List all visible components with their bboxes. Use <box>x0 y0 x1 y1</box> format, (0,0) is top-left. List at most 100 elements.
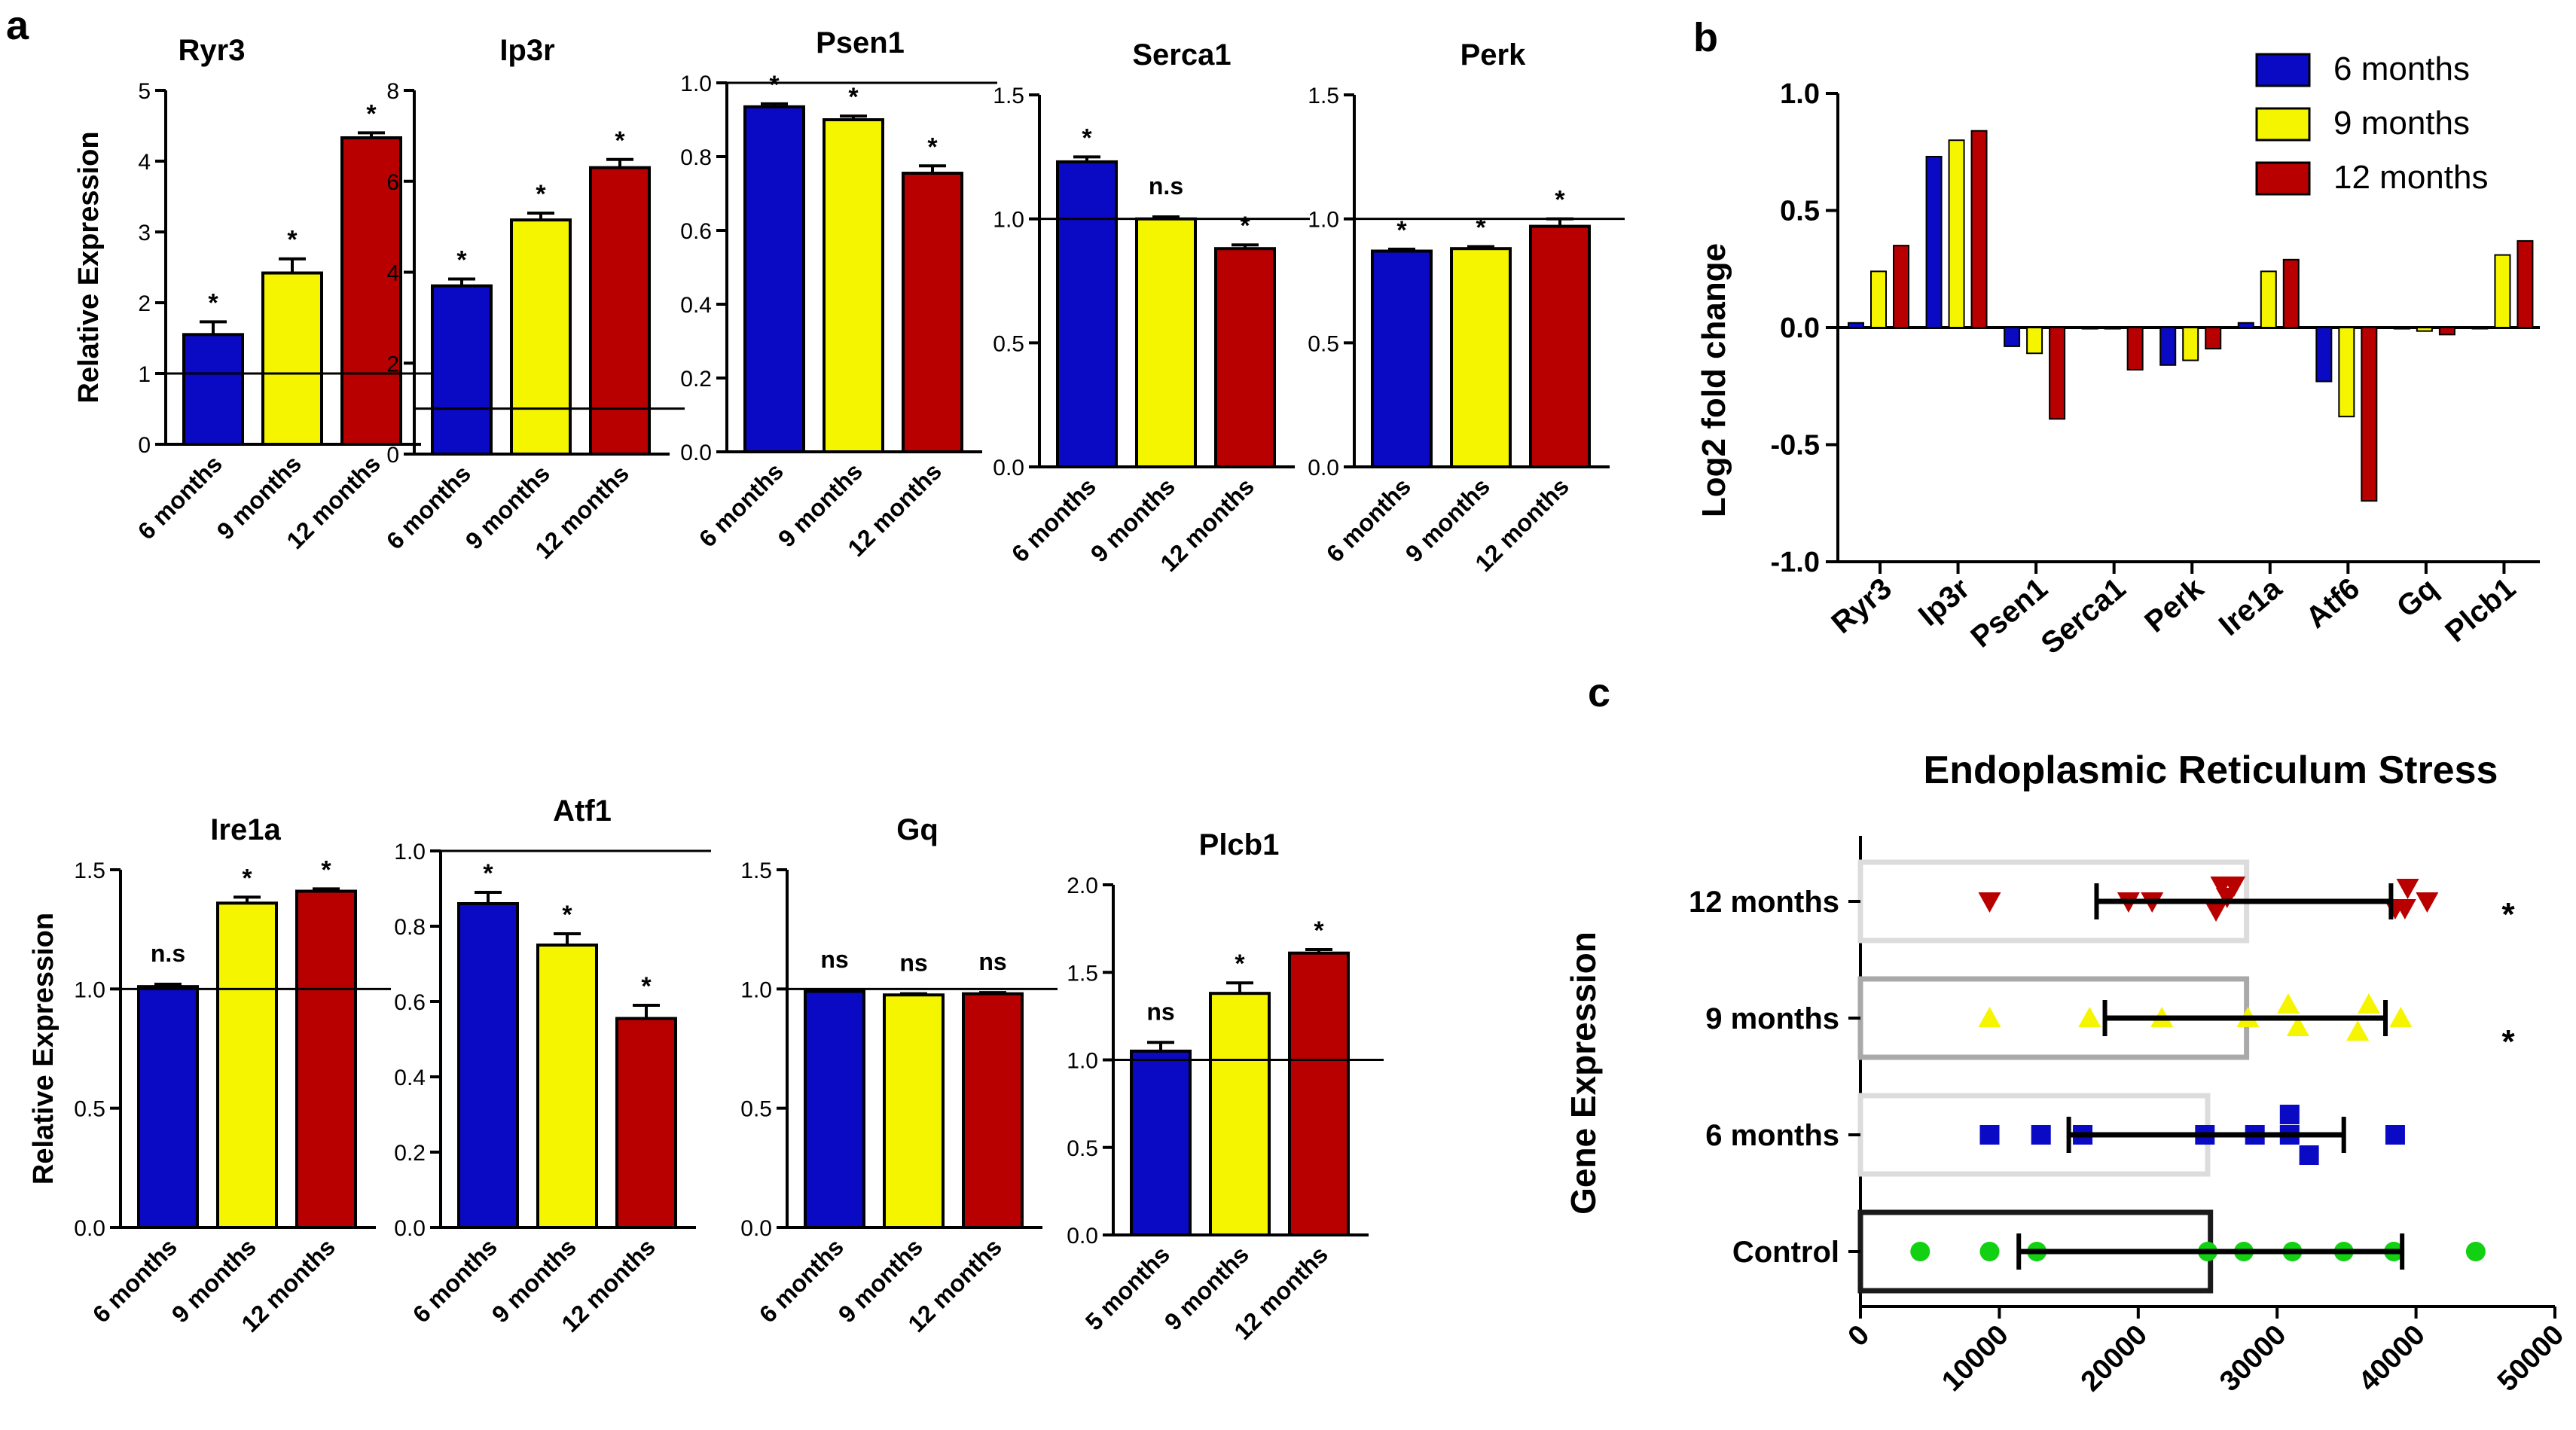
legend-swatch-9-months <box>2255 107 2311 142</box>
y-tick-label: 8 <box>386 79 399 104</box>
chart-title: Serca1 <box>1132 38 1231 72</box>
significance-label: * <box>562 901 572 929</box>
bar-12-months <box>295 889 357 1229</box>
bar-ire1a-9-months <box>2260 270 2277 328</box>
chart-title: Endoplasmic Reticulum Stress <box>1924 749 2498 792</box>
y-tick-label: 0.0 <box>680 441 712 465</box>
data-point <box>2286 1016 2309 1036</box>
bar-6-months <box>804 989 865 1229</box>
data-point <box>2396 879 2419 899</box>
chart-title: Gq <box>896 813 939 846</box>
bar-gq-6-months <box>2393 327 2410 330</box>
significance-label: ns <box>820 946 848 973</box>
x-tick-label: 6 months <box>133 450 227 544</box>
y-tick-label: 4 <box>386 261 399 286</box>
y-tick-label: -0.5 <box>1771 430 1820 462</box>
y-tick-label: 1.5 <box>1067 961 1098 986</box>
x-tick-label: Serca1 <box>2035 572 2132 660</box>
significance-label: * <box>1235 950 1245 978</box>
y-tick-label: 0.0 <box>74 1216 105 1241</box>
bar-atf6-12-months <box>2361 327 2378 502</box>
significance-label: * <box>615 127 625 155</box>
y-tick-label: 0.5 <box>993 331 1024 356</box>
significance-label: * <box>769 71 780 99</box>
y-tick-label: 0.8 <box>394 915 426 940</box>
y-tick-label: 0.0 <box>993 456 1024 480</box>
bar-6-months <box>182 333 244 446</box>
y-tick-label: 2 <box>386 352 399 377</box>
bar-9-months <box>536 944 598 1229</box>
y-tick-label: 0.5 <box>74 1097 105 1122</box>
bar-gq-9-months <box>2416 327 2433 332</box>
chart-title: Perk <box>1460 38 1526 72</box>
x-tick-label: 6 months <box>1321 472 1416 567</box>
bar-12-months <box>589 166 651 456</box>
legend-label: 6 months <box>2333 50 2470 87</box>
y-tick-label: 0.5 <box>740 1097 772 1122</box>
y-tick-label: 6 <box>386 170 399 195</box>
bar-ryr3-6-months <box>1848 322 1864 328</box>
bar-serca1-9-months <box>2104 327 2121 330</box>
x-tick-label: Ryr3 <box>1825 572 1897 640</box>
chart-title: Ire1a <box>210 813 281 846</box>
bar-atf6-9-months <box>2338 327 2355 418</box>
significance-label: * <box>208 288 218 317</box>
data-point <box>2389 1007 2413 1027</box>
bar-9-months <box>823 118 884 453</box>
y-tick-label: 1.0 <box>1067 1049 1098 1074</box>
bar-serca1-6-months <box>2081 327 2098 330</box>
data-point <box>2357 993 2380 1014</box>
x-tick-label: 30000 <box>2214 1319 2292 1398</box>
bar-6-months <box>1371 249 1433 468</box>
y-tick-label: 1.5 <box>993 84 1024 108</box>
bar-12-months <box>615 1017 677 1229</box>
y-tick-label: 0.2 <box>680 367 712 392</box>
x-tick-label: 6 months <box>381 459 476 554</box>
significance-label: * <box>287 226 298 255</box>
y-tick-label: 0.5 <box>1067 1136 1098 1161</box>
y-tick-label: 5 <box>138 79 151 104</box>
bar-9-months <box>1209 992 1271 1237</box>
data-point <box>2346 1020 2370 1041</box>
panel-label-c: c <box>1588 670 1610 715</box>
y-tick-label: Control <box>1732 1236 1839 1269</box>
y-tick-label: 1.0 <box>993 208 1024 233</box>
y-tick-label: 1 <box>138 362 151 387</box>
data-point <box>2031 1125 2051 1145</box>
bar-9-months <box>1135 217 1197 468</box>
chart-title: Atf1 <box>553 794 612 828</box>
y-tick-label: 3 <box>138 221 151 245</box>
bar-ire1a-12-months <box>2282 258 2300 328</box>
bar-ip3r-6-months <box>1925 155 1943 328</box>
y-tick-label: 0 <box>386 443 399 468</box>
bar-9-months <box>216 901 278 1230</box>
bar-12-months <box>1214 247 1276 468</box>
significance-label: * <box>1240 212 1250 240</box>
legend: 6 months 9 months 12 months <box>2255 50 2488 196</box>
significance-label: * <box>1314 916 1324 945</box>
bar-ryr3-9-months <box>1870 270 1887 328</box>
x-tick-label: 10000 <box>1936 1319 2014 1398</box>
data-point <box>1978 892 2001 913</box>
x-tick-label: Gq <box>2391 572 2444 624</box>
data-point <box>2416 892 2439 913</box>
significance-label: * <box>641 972 652 1001</box>
significance-label: * <box>483 859 493 888</box>
bar-9-months <box>883 993 945 1229</box>
data-point <box>1910 1242 1930 1261</box>
y-tick-label: 1.5 <box>1308 84 1339 108</box>
y-tick-label: 12 months <box>1689 886 1839 919</box>
bar-6-months <box>1056 160 1118 468</box>
significance-label: * <box>366 99 377 128</box>
y-tick-label: 0.6 <box>680 219 712 244</box>
bar-plcb1-12-months <box>2516 239 2534 328</box>
chart-er-stress: Endoplasmic Reticulum Stress 0 10000 20000 3… <box>1564 749 2570 1398</box>
group-9-months: 9 months * <box>1705 976 2515 1060</box>
